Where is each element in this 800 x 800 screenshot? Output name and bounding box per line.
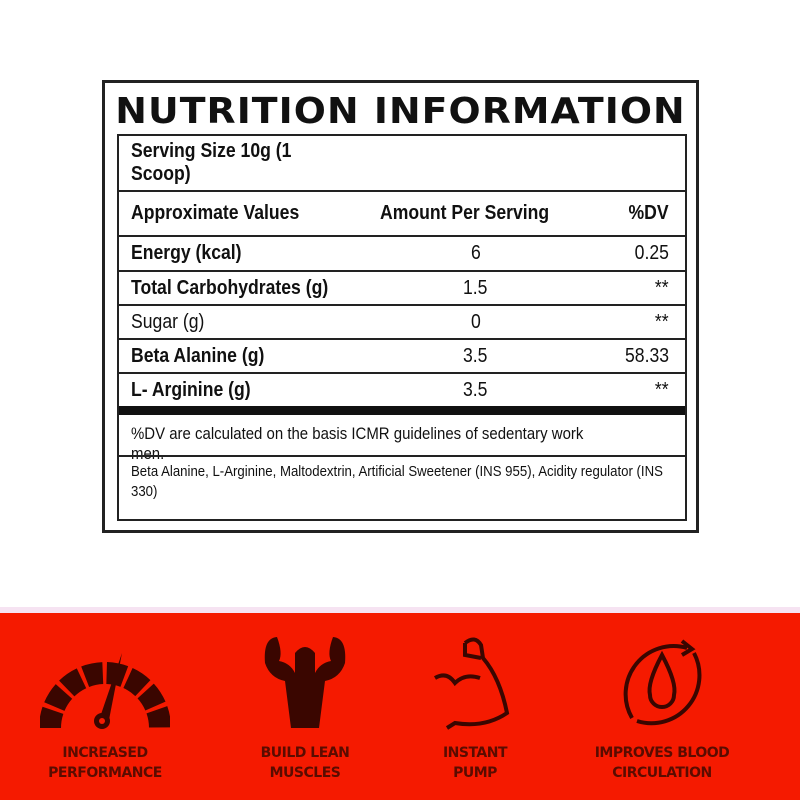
table-row: L- Arginine (g) 3.5 ** xyxy=(119,374,685,406)
serving-row: Serving Size 10g (1 Scoop) xyxy=(119,136,685,192)
nutrient-dv: ** xyxy=(655,310,669,333)
ingredients: Beta Alanine, L-Arginine, Maltodextrin, … xyxy=(131,463,663,500)
nutrient-amount: 3.5 xyxy=(462,378,488,401)
feature-circulation: IMPROVES BLOOD CIRCULATION xyxy=(562,633,762,783)
speedometer-icon xyxy=(40,653,170,729)
header-values: Approximate Values xyxy=(131,202,300,224)
dv-note: %DV are calculated on the basis ICMR gui… xyxy=(131,424,584,463)
panel-title: NUTRITION INFORMATION xyxy=(115,91,686,132)
features-band: INCREASED PERFORMANCE BUILD LEAN MUSCLES I… xyxy=(0,613,800,800)
nutrient-name: Total Carbohydrates (g) xyxy=(131,276,329,299)
feature-pump: INSTANT PUMP xyxy=(375,633,575,783)
nutrition-panel: NUTRITION INFORMATION Serving Size 10g (… xyxy=(102,80,699,533)
nutrient-name: Beta Alanine (g) xyxy=(131,344,265,367)
nutrient-amount: 0 xyxy=(470,310,481,333)
nutrient-amount: 3.5 xyxy=(462,344,488,367)
nutrient-name: Sugar (g) xyxy=(131,310,205,333)
header-dv: %DV xyxy=(628,202,669,224)
divider-strip xyxy=(0,607,800,613)
nutrient-name: Energy (kcal) xyxy=(131,242,242,264)
header-amount: Amount Per Serving xyxy=(380,202,550,224)
blood-circulation-icon xyxy=(623,639,702,726)
nutrient-name: L- Arginine (g) xyxy=(131,378,251,401)
nutrient-dv: 0.25 xyxy=(634,242,669,264)
nutrition-table: Serving Size 10g (1 Scoop) Approximate V… xyxy=(117,134,687,521)
table-row: Beta Alanine (g) 3.5 58.33 xyxy=(119,340,685,374)
nutrient-dv: ** xyxy=(655,276,669,299)
feature-muscles: BUILD LEAN MUSCLES xyxy=(205,633,405,783)
nutrient-dv: 58.33 xyxy=(624,344,669,367)
serving-size: Serving Size 10g (1 Scoop) xyxy=(131,140,292,185)
flexed-arm-icon xyxy=(433,637,510,730)
table-row: Sugar (g) 0 ** xyxy=(119,306,685,340)
nutrient-dv: ** xyxy=(655,378,669,401)
nutrient-amount: 6 xyxy=(470,242,481,264)
header-row: Approximate Values Amount Per Serving %D… xyxy=(119,192,685,237)
nutrient-amount: 1.5 xyxy=(462,276,488,299)
divider-thick xyxy=(119,406,685,415)
feature-performance: INCREASED PERFORMANCE xyxy=(5,633,205,783)
table-row: Energy (kcal) 6 0.25 xyxy=(119,237,685,272)
bodybuilder-icon xyxy=(264,637,346,728)
table-row: Total Carbohydrates (g) 1.5 ** xyxy=(119,272,685,306)
